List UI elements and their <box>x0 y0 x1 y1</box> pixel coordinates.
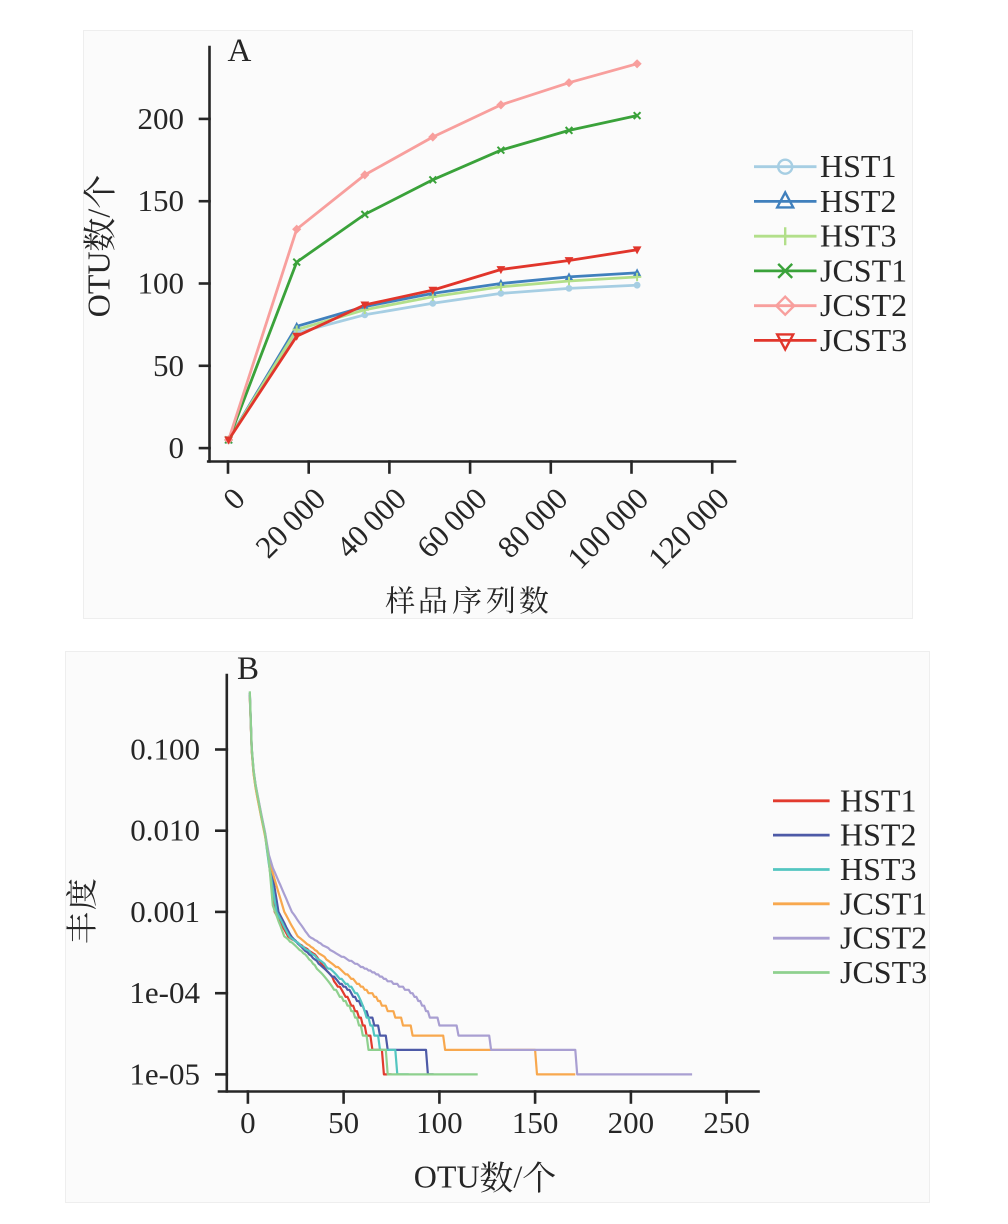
svg-text:HST3: HST3 <box>840 851 916 887</box>
svg-text:0.010: 0.010 <box>130 813 200 848</box>
svg-text:150: 150 <box>512 1105 559 1140</box>
svg-text:0.100: 0.100 <box>130 732 200 767</box>
svg-text:150: 150 <box>138 183 185 218</box>
svg-text:100: 100 <box>416 1105 463 1140</box>
svg-text:1e-05: 1e-05 <box>129 1056 200 1091</box>
svg-text:HST3: HST3 <box>820 218 896 254</box>
svg-text:HST1: HST1 <box>840 782 916 818</box>
svg-text:HST1: HST1 <box>820 148 896 184</box>
svg-text:JCST2: JCST2 <box>820 287 907 323</box>
svg-text:OTU: OTU <box>414 1158 480 1194</box>
svg-text:HST2: HST2 <box>820 183 896 219</box>
svg-text:200: 200 <box>138 101 185 136</box>
svg-text:OTU: OTU <box>80 251 116 317</box>
svg-text:1e-04: 1e-04 <box>129 975 200 1010</box>
svg-text:50: 50 <box>153 348 184 383</box>
svg-text:50: 50 <box>328 1105 359 1140</box>
svg-text:0: 0 <box>169 430 185 465</box>
svg-text:250: 250 <box>703 1105 750 1140</box>
svg-text:0: 0 <box>240 1105 256 1140</box>
svg-text:A: A <box>228 33 252 69</box>
svg-text:/: / <box>80 209 116 218</box>
svg-text:JCST1: JCST1 <box>840 885 927 921</box>
svg-text:JCST1: JCST1 <box>820 252 907 288</box>
svg-text:JCST3: JCST3 <box>840 954 927 990</box>
svg-text:200: 200 <box>608 1105 655 1140</box>
svg-text:JCST3: JCST3 <box>820 322 907 358</box>
svg-text:B: B <box>237 651 259 687</box>
svg-text:HST2: HST2 <box>840 817 916 853</box>
svg-text:100: 100 <box>138 266 185 301</box>
svg-text:0.001: 0.001 <box>130 894 200 929</box>
svg-text:JCST2: JCST2 <box>840 920 927 956</box>
svg-text:/: / <box>513 1158 522 1194</box>
